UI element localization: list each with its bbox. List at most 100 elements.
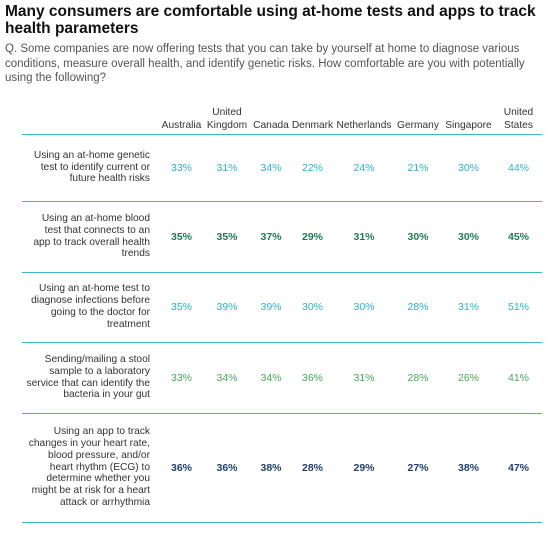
comfort-table: Australia United Kingdom Canada Denmark Nethe…	[22, 103, 542, 523]
value-cell: 24%	[334, 134, 394, 202]
value-cell: 38%	[442, 413, 495, 523]
percentage-value: 38%	[260, 461, 282, 474]
value-cell: 39%	[203, 272, 251, 343]
percentage-value: 28%	[407, 301, 429, 313]
survey-question: Q. Some companies are now offering tests…	[5, 43, 525, 84]
percentage-value: 35%	[170, 301, 192, 313]
table-row: Sending/mailing a stool sample to a labo…	[22, 342, 542, 414]
percentage-value: 30%	[301, 301, 323, 313]
value-cell: 51%	[495, 272, 542, 343]
value-cell: 34%	[251, 134, 291, 202]
percentage-value: 34%	[260, 161, 282, 174]
row-label: Sending/mailing a stool sample to a labo…	[22, 342, 160, 414]
value-cell: 37%	[251, 201, 291, 273]
column-header: Denmark	[291, 103, 334, 135]
header-blank-cell	[22, 103, 160, 135]
table-row: Using an at-home test to diagnose infect…	[22, 272, 542, 343]
value-cell: 36%	[291, 342, 334, 414]
percentage-value: 35%	[216, 230, 238, 243]
value-cell: 30%	[442, 134, 495, 202]
percentage-value: 36%	[301, 371, 323, 384]
percentage-value: 39%	[216, 301, 238, 313]
percentage-value: 31%	[353, 371, 375, 384]
value-cell: 30%	[394, 201, 442, 273]
percentage-value: 51%	[507, 301, 529, 313]
value-cell: 34%	[251, 342, 291, 414]
column-header: Netherlands	[334, 103, 394, 135]
row-label: Using an at-home genetic test to identif…	[22, 134, 160, 202]
percentage-value: 33%	[170, 371, 192, 384]
value-cell: 28%	[291, 413, 334, 523]
percentage-value: 22%	[301, 161, 323, 174]
percentage-value: 29%	[353, 461, 375, 474]
value-cell: 36%	[160, 413, 203, 523]
percentage-value: 30%	[457, 230, 479, 243]
percentage-value: 36%	[170, 461, 192, 474]
value-cell: 31%	[442, 272, 495, 343]
percentage-value: 24%	[353, 161, 375, 174]
value-cell: 47%	[495, 413, 542, 523]
column-header: Singapore	[442, 103, 495, 135]
value-cell: 33%	[160, 134, 203, 202]
value-cell: 28%	[394, 272, 442, 343]
percentage-value: 35%	[170, 230, 192, 243]
percentage-value: 39%	[260, 301, 282, 313]
percentage-value: 41%	[507, 371, 529, 384]
percentage-value: 30%	[353, 301, 375, 313]
table-row: Using an app to track changes in your he…	[22, 413, 542, 523]
value-cell: 44%	[495, 134, 542, 202]
value-cell: 26%	[442, 342, 495, 414]
percentage-value: 30%	[407, 230, 429, 243]
page-title: Many consumers are comfortable using at-…	[5, 3, 536, 37]
column-header: United Kingdom	[203, 103, 251, 135]
percentage-value: 33%	[170, 161, 192, 174]
percentage-value: 29%	[301, 230, 323, 243]
percentage-value: 31%	[353, 230, 375, 243]
value-cell: 34%	[203, 342, 251, 414]
percentage-value: 34%	[260, 371, 282, 384]
value-cell: 33%	[160, 342, 203, 414]
percentage-value: 45%	[507, 230, 529, 243]
percentage-value: 31%	[457, 301, 479, 313]
value-cell: 29%	[334, 413, 394, 523]
row-label: Using an at-home test to diagnose infect…	[22, 272, 160, 343]
row-label: Using an at-home blood test that connect…	[22, 201, 160, 273]
value-cell: 31%	[203, 134, 251, 202]
percentage-value: 34%	[216, 371, 238, 384]
value-cell: 45%	[495, 201, 542, 273]
value-cell: 35%	[160, 201, 203, 273]
column-header-row: Australia United Kingdom Canada Denmark Nethe…	[22, 103, 542, 135]
value-cell: 30%	[291, 272, 334, 343]
percentage-value: 38%	[457, 461, 479, 474]
column-header: United States	[495, 103, 542, 135]
value-cell: 22%	[291, 134, 334, 202]
percentage-value: 26%	[457, 371, 479, 384]
value-cell: 28%	[394, 342, 442, 414]
percentage-value: 44%	[507, 161, 529, 174]
column-header: Canada	[251, 103, 291, 135]
percentage-value: 36%	[216, 461, 238, 474]
value-cell: 31%	[334, 201, 394, 273]
row-label: Using an app to track changes in your he…	[22, 413, 160, 523]
percentage-value: 47%	[507, 461, 529, 474]
value-cell: 35%	[160, 272, 203, 343]
value-cell: 39%	[251, 272, 291, 343]
table-row: Using an at-home genetic test to identif…	[22, 134, 542, 202]
percentage-value: 37%	[260, 230, 282, 243]
percentage-value: 28%	[301, 461, 323, 474]
value-cell: 30%	[442, 201, 495, 273]
value-cell: 29%	[291, 201, 334, 273]
percentage-value: 21%	[407, 161, 429, 174]
value-cell: 35%	[203, 201, 251, 273]
value-cell: 27%	[394, 413, 442, 523]
value-cell: 21%	[394, 134, 442, 202]
value-cell: 36%	[203, 413, 251, 523]
value-cell: 41%	[495, 342, 542, 414]
value-cell: 30%	[334, 272, 394, 343]
percentage-value: 28%	[407, 371, 429, 384]
table-row: Using an at-home blood test that connect…	[22, 201, 542, 273]
percentage-value: 31%	[216, 161, 238, 174]
value-cell: 31%	[334, 342, 394, 414]
column-header: Germany	[394, 103, 442, 135]
percentage-value: 30%	[457, 161, 479, 174]
